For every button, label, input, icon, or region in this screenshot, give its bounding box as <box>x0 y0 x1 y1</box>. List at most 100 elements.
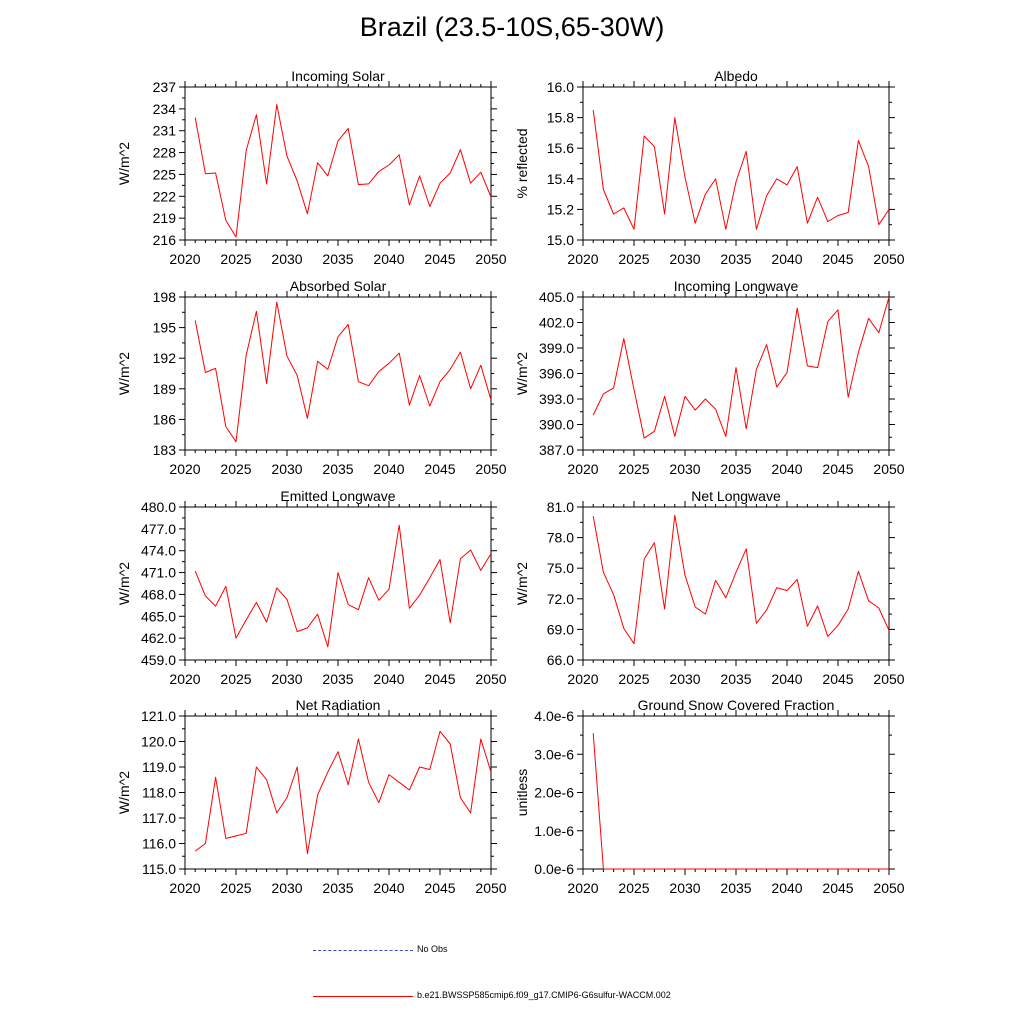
x-tick-label-incoming-longwave: 2020 <box>567 461 598 477</box>
plot-frame-incoming-longwave <box>582 296 890 451</box>
panel-title-net-longwave: Net Longwave <box>691 488 781 504</box>
x-tick-label-emitted-longwave: 2020 <box>169 671 200 687</box>
y-tick-label-emitted-longwave: 468.0 <box>141 586 176 602</box>
y-tick-label-incoming-solar: 225 <box>153 166 177 182</box>
y-tick-label-incoming-solar: 222 <box>153 188 177 204</box>
series-line-net-radiation <box>194 730 492 855</box>
y-tick-label-emitted-longwave: 471.0 <box>141 565 176 581</box>
x-tick-label-absorbed-solar: 2030 <box>271 461 302 477</box>
y-tick-label-emitted-longwave: 480.0 <box>141 499 176 515</box>
x-tick-label-albedo: 2030 <box>669 251 700 267</box>
y-tick-label-ground-snow-covered-fraction: 3.0e-6 <box>534 746 574 762</box>
x-tick-label-incoming-solar: 2045 <box>424 251 455 267</box>
y-tick-label-incoming-solar: 237 <box>153 79 177 95</box>
x-tick-label-net-longwave: 2025 <box>618 671 649 687</box>
y-tick-label-incoming-longwave: 399.0 <box>539 340 574 356</box>
series-line-albedo <box>592 109 890 230</box>
y-tick-label-net-radiation: 119.0 <box>142 759 176 775</box>
x-tick-label-net-longwave: 2040 <box>771 671 802 687</box>
plot-frame-absorbed-solar <box>184 296 492 451</box>
x-tick-label-net-radiation: 2040 <box>373 880 404 896</box>
legend-label-no-obs: No Obs <box>417 944 448 954</box>
panel-incoming-longwave: Incoming Longwave W/m^2 387.0 390.0 393.0 396… <box>514 278 905 477</box>
x-tick-label-net-longwave: 2030 <box>669 671 700 687</box>
x-tick-label-albedo: 2050 <box>873 251 904 267</box>
y-tick-label-emitted-longwave: 474.0 <box>141 543 176 559</box>
panel-absorbed-solar: Absorbed Solar W/m^2 183 186 189 192 195 198 202… <box>116 278 507 477</box>
x-tick-label-albedo: 2040 <box>771 251 802 267</box>
x-tick-label-ground-snow-covered-fraction: 2050 <box>873 880 904 896</box>
series-line-net-longwave <box>592 514 890 645</box>
series-line-incoming-solar <box>194 104 492 238</box>
page-title: Brazil (23.5-10S,65-30W) <box>359 12 665 42</box>
y-axis-label-incoming-solar: W/m^2 <box>116 142 132 185</box>
y-tick-label-ground-snow-covered-fraction: 0.0e-6 <box>534 861 574 877</box>
y-tick-label-absorbed-solar: 198 <box>153 289 177 305</box>
x-tick-label-ground-snow-covered-fraction: 2045 <box>822 880 853 896</box>
y-tick-label-absorbed-solar: 186 <box>153 411 177 427</box>
y-axis-label-absorbed-solar: W/m^2 <box>116 352 132 395</box>
y-tick-label-net-longwave: 75.0 <box>547 560 574 576</box>
x-tick-label-albedo: 2035 <box>720 251 751 267</box>
y-tick-label-net-longwave: 72.0 <box>547 591 574 607</box>
y-tick-label-incoming-longwave: 390.0 <box>539 417 574 433</box>
panel-title-ground-snow-covered-fraction: Ground Snow Covered Fraction <box>638 697 835 713</box>
y-tick-label-albedo: 15.8 <box>547 110 574 126</box>
x-tick-label-incoming-longwave: 2040 <box>771 461 802 477</box>
x-tick-label-emitted-longwave: 2025 <box>220 671 251 687</box>
y-tick-label-incoming-solar: 234 <box>153 101 177 117</box>
y-tick-label-absorbed-solar: 183 <box>153 442 177 458</box>
panel-title-incoming-longwave: Incoming Longwave <box>674 278 799 294</box>
x-tick-label-net-longwave: 2045 <box>822 671 853 687</box>
y-tick-label-net-radiation: 117.0 <box>142 810 176 826</box>
y-tick-label-net-longwave: 69.0 <box>547 621 574 637</box>
legend-label-model-run: b.e21.BWSSP585cmip6.f09_g17.CMIP6-G6sulf… <box>417 990 671 1000</box>
plot-frame-net-longwave <box>582 506 890 661</box>
plot-frame-albedo <box>582 86 890 241</box>
series-line-ground-snow-covered-fraction <box>592 733 889 870</box>
x-tick-label-incoming-solar: 2025 <box>220 251 251 267</box>
y-tick-label-albedo: 15.4 <box>547 171 574 187</box>
y-axis-label-albedo: % reflected <box>514 128 530 198</box>
panel-net-radiation: Net Radiation W/m^2 115.0 116.0 117.0 118.0 11… <box>116 697 507 896</box>
panel-title-albedo: Albedo <box>714 68 758 84</box>
x-tick-label-ground-snow-covered-fraction: 2030 <box>669 880 700 896</box>
x-tick-label-incoming-longwave: 2045 <box>822 461 853 477</box>
y-tick-label-albedo: 16.0 <box>547 79 574 95</box>
panel-title-net-radiation: Net Radiation <box>296 697 381 713</box>
y-axis-label-emitted-longwave: W/m^2 <box>116 562 132 605</box>
y-tick-label-albedo: 15.2 <box>547 201 574 217</box>
x-tick-label-absorbed-solar: 2025 <box>220 461 251 477</box>
y-tick-label-emitted-longwave: 462.0 <box>141 630 176 646</box>
x-tick-label-incoming-solar: 2050 <box>475 251 506 267</box>
x-tick-label-ground-snow-covered-fraction: 2035 <box>720 880 751 896</box>
panel-albedo: Albedo % reflected 15.0 15.2 15.4 15.6 15.8 16.… <box>514 68 905 267</box>
y-tick-label-absorbed-solar: 195 <box>153 320 177 336</box>
y-tick-label-incoming-solar: 216 <box>153 232 177 248</box>
x-tick-label-net-radiation: 2020 <box>169 880 200 896</box>
panel-title-incoming-solar: Incoming Solar <box>291 68 385 84</box>
x-tick-label-incoming-solar: 2040 <box>373 251 404 267</box>
legend-line-model-run <box>313 996 413 997</box>
panel-incoming-solar: Incoming Solar W/m^2 216 219 222 225 228 231 234… <box>116 68 507 267</box>
x-tick-label-net-radiation: 2050 <box>475 880 506 896</box>
panel-emitted-longwave: Emitted Longwave W/m^2 459.0 462.0 465.0 468.… <box>116 488 507 687</box>
y-tick-label-incoming-solar: 231 <box>153 123 177 139</box>
y-tick-label-absorbed-solar: 189 <box>153 381 177 397</box>
x-tick-label-incoming-solar: 2030 <box>271 251 302 267</box>
y-axis-label-incoming-longwave: W/m^2 <box>514 352 530 395</box>
y-tick-label-net-longwave: 78.0 <box>547 530 574 546</box>
x-tick-label-incoming-solar: 2020 <box>169 251 200 267</box>
x-tick-label-incoming-solar: 2035 <box>322 251 353 267</box>
x-tick-label-absorbed-solar: 2040 <box>373 461 404 477</box>
y-tick-label-incoming-solar: 219 <box>153 210 177 226</box>
y-tick-label-emitted-longwave: 459.0 <box>141 652 176 668</box>
x-tick-label-emitted-longwave: 2035 <box>322 671 353 687</box>
panel-title-absorbed-solar: Absorbed Solar <box>290 278 387 294</box>
panel-title-emitted-longwave: Emitted Longwave <box>280 488 395 504</box>
plot-frame-ground-snow-covered-fraction <box>582 715 890 870</box>
plot-frame-emitted-longwave <box>184 506 492 661</box>
y-tick-label-net-radiation: 116.0 <box>142 836 176 852</box>
y-tick-label-ground-snow-covered-fraction: 1.0e-6 <box>534 823 574 839</box>
